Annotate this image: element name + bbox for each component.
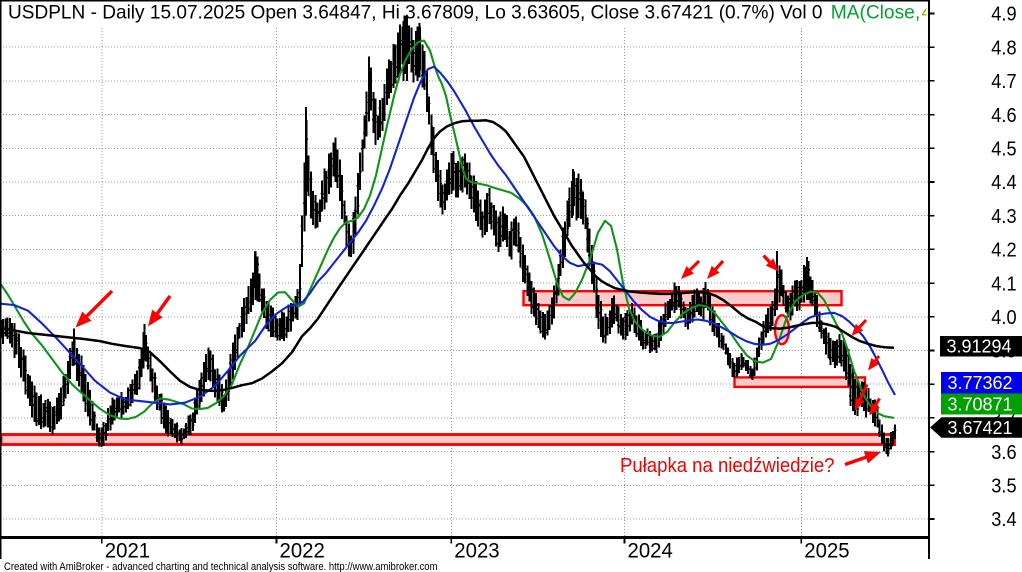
svg-text:45: 45 [922,2,944,24]
svg-text:3.77362: 3.77362 [948,373,1013,393]
svg-text:3.91294: 3.91294 [947,337,1012,357]
svg-text:3.5: 3.5 [991,476,1016,498]
svg-text:4.3: 4.3 [991,206,1016,228]
svg-text:4.0: 4.0 [991,307,1016,329]
svg-text:MA(Close,: MA(Close, [831,2,921,24]
svg-text:4.7: 4.7 [991,71,1016,93]
svg-text:4.4: 4.4 [991,172,1016,194]
svg-text:2024: 2024 [628,539,674,562]
svg-text:2025: 2025 [804,539,849,562]
svg-text:Pułapka na niedźwiedzie?: Pułapka na niedźwiedzie? [620,454,835,477]
svg-text:4.9: 4.9 [991,4,1016,26]
svg-text:4.6: 4.6 [991,105,1016,127]
svg-text:3.6: 3.6 [991,442,1016,464]
svg-text:Created with AmiBroker - advan: Created with AmiBroker - advanced charti… [4,561,438,572]
svg-text:3.4: 3.4 [991,509,1016,531]
svg-text:2021: 2021 [105,539,150,562]
svg-text:4.8: 4.8 [991,37,1016,59]
svg-text:4.5: 4.5 [991,139,1016,161]
svg-text:3.70871: 3.70871 [948,395,1013,415]
svg-text:4.1: 4.1 [991,273,1016,295]
svg-text:2022: 2022 [280,539,325,562]
svg-text:2023: 2023 [454,539,499,562]
svg-text:USDPLN - Daily 15.07.2025 Open: USDPLN - Daily 15.07.2025 Open 3.64847, … [8,2,823,24]
svg-text:4.2: 4.2 [991,240,1016,262]
svg-text:3.67421: 3.67421 [948,418,1013,438]
